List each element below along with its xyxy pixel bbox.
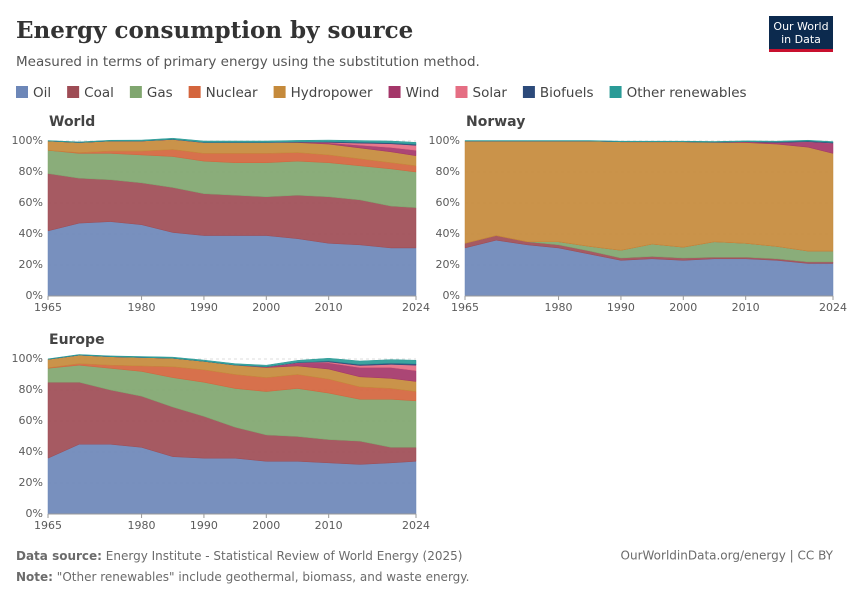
y-tick-label: 60% xyxy=(19,196,43,209)
x-tick-label: 1965 xyxy=(451,301,479,314)
y-tick-label: 20% xyxy=(436,258,460,271)
y-tick-label: 40% xyxy=(436,227,460,240)
legend-item[interactable]: Coal xyxy=(67,85,114,101)
legend-label: Coal xyxy=(84,85,114,101)
legend-label: Gas xyxy=(147,85,173,101)
legend-swatch xyxy=(388,86,401,98)
legend-label: Other renewables xyxy=(627,85,747,101)
x-tick-label: 2010 xyxy=(315,519,343,532)
note-label: Note: xyxy=(16,570,53,584)
y-tick-label: 60% xyxy=(436,196,460,209)
logo-bar xyxy=(769,49,833,52)
y-tick-label: 20% xyxy=(19,258,43,271)
logo-text: in Data xyxy=(781,33,821,46)
logo[interactable]: Our World in Data xyxy=(769,16,833,52)
x-tick-label: 2000 xyxy=(669,301,697,314)
x-tick-label: 1990 xyxy=(607,301,635,314)
legend-swatch xyxy=(455,86,468,98)
y-tick-label: 0% xyxy=(443,289,460,302)
legend-item[interactable]: Oil xyxy=(16,85,51,101)
x-tick-label: 1965 xyxy=(34,519,62,532)
area xyxy=(464,140,834,252)
source-text: Energy Institute - Statistical Review of… xyxy=(106,549,463,563)
panel-title: World xyxy=(49,114,95,130)
y-tick-label: 0% xyxy=(26,507,43,520)
legend-item[interactable]: Biofuels xyxy=(522,85,594,101)
legend-label: Nuclear xyxy=(206,85,258,101)
area xyxy=(47,354,417,368)
x-tick-label: 2010 xyxy=(315,301,343,314)
x-tick-label: 2000 xyxy=(252,519,280,532)
y-tick-label: 80% xyxy=(436,165,460,178)
source-label: Data source: xyxy=(16,549,102,563)
y-tick-label: 100% xyxy=(12,134,43,147)
legend-swatch xyxy=(188,86,201,98)
logo-box xyxy=(769,16,833,52)
x-tick-label: 1980 xyxy=(128,301,156,314)
y-tick-label: 100% xyxy=(12,352,43,365)
logo-text: Our World xyxy=(773,20,828,33)
x-tick-label: 2024 xyxy=(402,301,430,314)
x-tick-label: 2000 xyxy=(252,301,280,314)
legend-swatch xyxy=(609,86,622,98)
note: Note: "Other renewables" include geother… xyxy=(16,570,469,584)
legend-item[interactable]: Gas xyxy=(129,85,173,101)
legend-item[interactable]: Solar xyxy=(455,85,508,101)
x-tick-label: 2024 xyxy=(402,519,430,532)
y-tick-label: 80% xyxy=(19,165,43,178)
x-tick-label: 1965 xyxy=(34,301,62,314)
legend-label: Oil xyxy=(33,85,51,101)
x-tick-label: 1990 xyxy=(190,301,218,314)
legend-label: Hydropower xyxy=(291,85,373,101)
x-tick-label: 2010 xyxy=(732,301,760,314)
legend-item[interactable]: Wind xyxy=(388,85,440,101)
x-tick-label: 2024 xyxy=(819,301,847,314)
area xyxy=(47,137,417,145)
legend-swatch xyxy=(67,86,80,98)
source: Data source: Energy Institute - Statisti… xyxy=(16,549,462,563)
legend-item[interactable]: Hydropower xyxy=(273,85,373,101)
y-tick-label: 40% xyxy=(19,227,43,240)
x-tick-label: 1990 xyxy=(190,519,218,532)
legend-item[interactable]: Other renewables xyxy=(609,85,747,101)
x-tick-label: 1980 xyxy=(545,301,573,314)
chart-title: Energy consumption by source xyxy=(16,17,413,44)
note-text: "Other renewables" include geothermal, b… xyxy=(57,570,470,584)
y-tick-label: 80% xyxy=(19,383,43,396)
panel-title: Europe xyxy=(49,332,105,348)
url[interactable]: OurWorldinData.org/energy | CC BY xyxy=(621,549,834,563)
x-tick-label: 1980 xyxy=(128,519,156,532)
legend-swatch xyxy=(16,86,28,98)
panel-title: Norway xyxy=(466,114,525,130)
legend-label: Biofuels xyxy=(540,85,594,101)
area xyxy=(464,139,834,143)
y-tick-label: 60% xyxy=(19,414,43,427)
legend-swatch xyxy=(273,86,286,98)
legend-label: Solar xyxy=(473,85,508,101)
y-tick-label: 40% xyxy=(19,445,43,458)
y-tick-label: 0% xyxy=(26,289,43,302)
legend-swatch xyxy=(129,86,142,98)
legend-label: Wind xyxy=(406,85,440,101)
chart-subtitle: Measured in terms of primary energy usin… xyxy=(16,54,480,70)
legend-swatch xyxy=(522,86,535,98)
legend-item[interactable]: Nuclear xyxy=(188,85,258,101)
y-tick-label: 100% xyxy=(429,134,460,147)
y-tick-label: 20% xyxy=(19,476,43,489)
